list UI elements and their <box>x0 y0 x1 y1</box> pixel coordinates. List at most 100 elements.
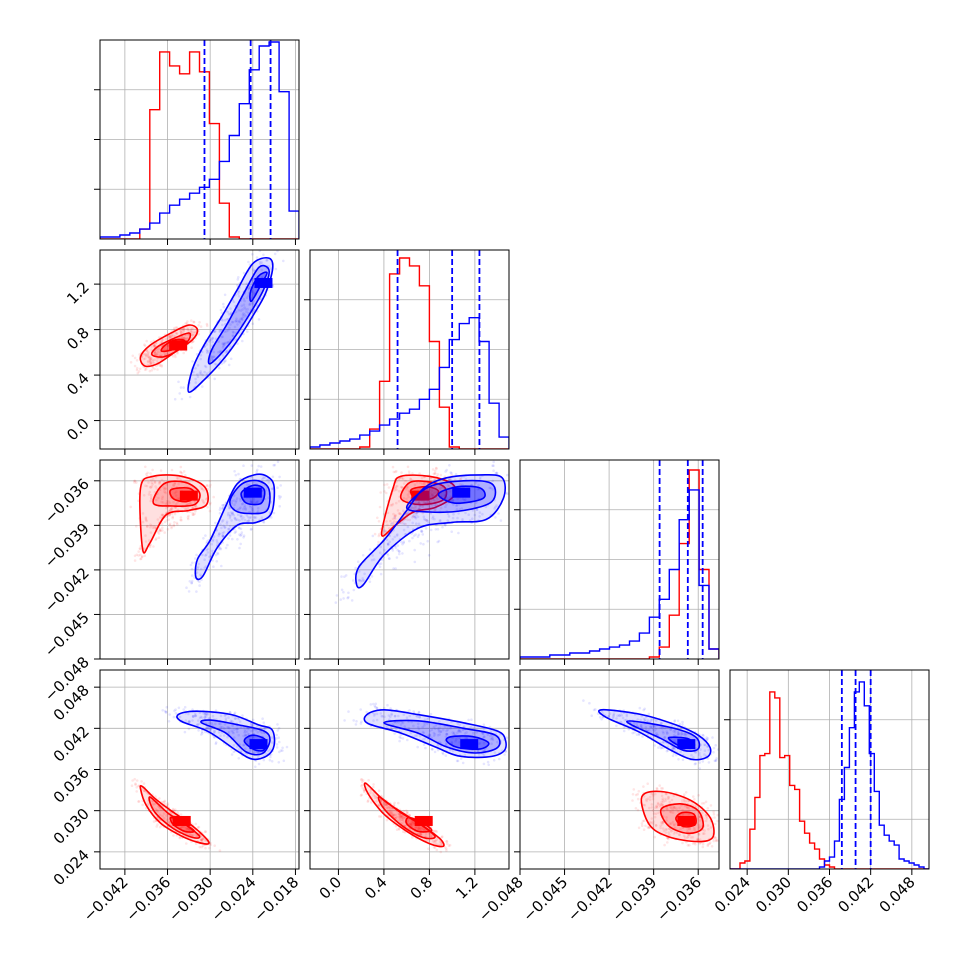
scatter-point <box>159 528 162 531</box>
histogram-step-series-0 <box>730 691 929 869</box>
scatter-point <box>133 479 137 483</box>
scatter-point <box>147 493 151 496</box>
scatter-point <box>417 500 421 503</box>
scatter-point <box>643 819 646 822</box>
scatter-point <box>451 498 455 502</box>
scatter-point <box>596 712 600 715</box>
scatter-point <box>240 531 244 534</box>
scatter-point <box>397 801 400 805</box>
scatter-point <box>393 801 396 805</box>
scatter-point <box>180 518 183 522</box>
scatter-point <box>409 823 413 827</box>
scatter-point <box>163 799 167 803</box>
scatter-point <box>247 727 251 731</box>
scatter-point <box>267 265 271 268</box>
scatter-point <box>159 808 163 811</box>
scatter-point <box>162 486 165 489</box>
scatter-point <box>383 715 386 719</box>
scatter-point <box>191 340 195 344</box>
scatter-point <box>247 483 251 487</box>
scatter-point <box>229 323 232 326</box>
scatter-point <box>146 353 150 357</box>
scatter-point <box>135 524 138 528</box>
scatter-point <box>211 723 214 726</box>
scatter-point <box>423 482 426 485</box>
scatter-point <box>622 729 626 733</box>
scatter-point <box>456 759 460 763</box>
scatter-point <box>240 533 243 536</box>
scatter-point <box>390 811 393 815</box>
scatter-point <box>482 762 486 766</box>
scatter-point <box>155 352 159 356</box>
scatter-point <box>391 521 394 525</box>
scatter-point <box>506 473 509 477</box>
scatter-point <box>219 547 223 551</box>
scatter-point <box>411 836 414 839</box>
scatter-point <box>164 487 168 491</box>
scatter-point <box>407 470 411 474</box>
scatter-point <box>436 527 440 531</box>
scatter-point <box>400 818 404 821</box>
scatter-point <box>712 810 715 814</box>
scatter-point <box>417 522 421 526</box>
scatter-point <box>266 258 269 262</box>
scatter-point <box>662 741 665 744</box>
scatter-point <box>166 802 170 805</box>
scatter-point <box>709 826 713 829</box>
scatter-point <box>232 728 236 731</box>
scatter-point <box>431 517 434 520</box>
scatter-point <box>146 355 150 359</box>
scatter-point <box>151 468 154 472</box>
scatter-point <box>234 320 237 323</box>
scatter-point <box>265 259 268 262</box>
scatter-point <box>387 486 391 489</box>
scatter-point <box>285 745 289 749</box>
scatter-point <box>180 336 184 339</box>
scatter-point <box>173 809 176 813</box>
scatter-point <box>444 470 447 473</box>
scatter-point <box>271 487 275 490</box>
scatter-point <box>170 468 174 472</box>
scatter-point <box>394 813 398 817</box>
scatter-point <box>703 753 706 756</box>
scatter-point <box>432 845 436 849</box>
scatter-point <box>436 540 440 544</box>
scatter-point <box>433 469 437 473</box>
scatter-point <box>430 728 434 732</box>
scatter-point <box>471 517 474 520</box>
scatter-point <box>405 809 408 812</box>
scatter-point <box>254 516 258 519</box>
scatter-point <box>391 502 395 506</box>
scatter-point <box>664 831 668 834</box>
scatter-point <box>390 811 394 814</box>
scatter-point <box>203 830 207 833</box>
scatter-point <box>427 717 430 720</box>
scatter-point <box>380 714 383 718</box>
scatter-point <box>427 505 431 509</box>
scatter-point <box>432 734 436 738</box>
scatter-point <box>241 339 244 343</box>
scatter-point <box>590 714 593 717</box>
scatter-point <box>172 523 176 527</box>
scatter-point <box>493 507 496 510</box>
scatter-point <box>234 530 238 533</box>
scatter-point <box>406 819 410 823</box>
scatter-point <box>157 496 160 500</box>
scatter-point <box>478 477 482 481</box>
scatter-point <box>177 482 180 486</box>
scatter-point <box>396 544 400 547</box>
scatter-point <box>158 825 162 829</box>
scatter-point <box>199 485 202 488</box>
scatter-point <box>489 737 493 741</box>
scatter-point <box>490 736 494 740</box>
scatter-point <box>681 799 684 802</box>
scatter-point <box>637 733 641 737</box>
scatter-point <box>679 750 682 754</box>
scatter-point <box>673 806 676 809</box>
scatter-point <box>441 752 445 756</box>
scatter-point <box>388 810 392 814</box>
scatter-point <box>425 501 429 505</box>
scatter-point <box>138 353 141 356</box>
scatter-point <box>182 327 185 331</box>
scatter-point <box>434 839 437 843</box>
